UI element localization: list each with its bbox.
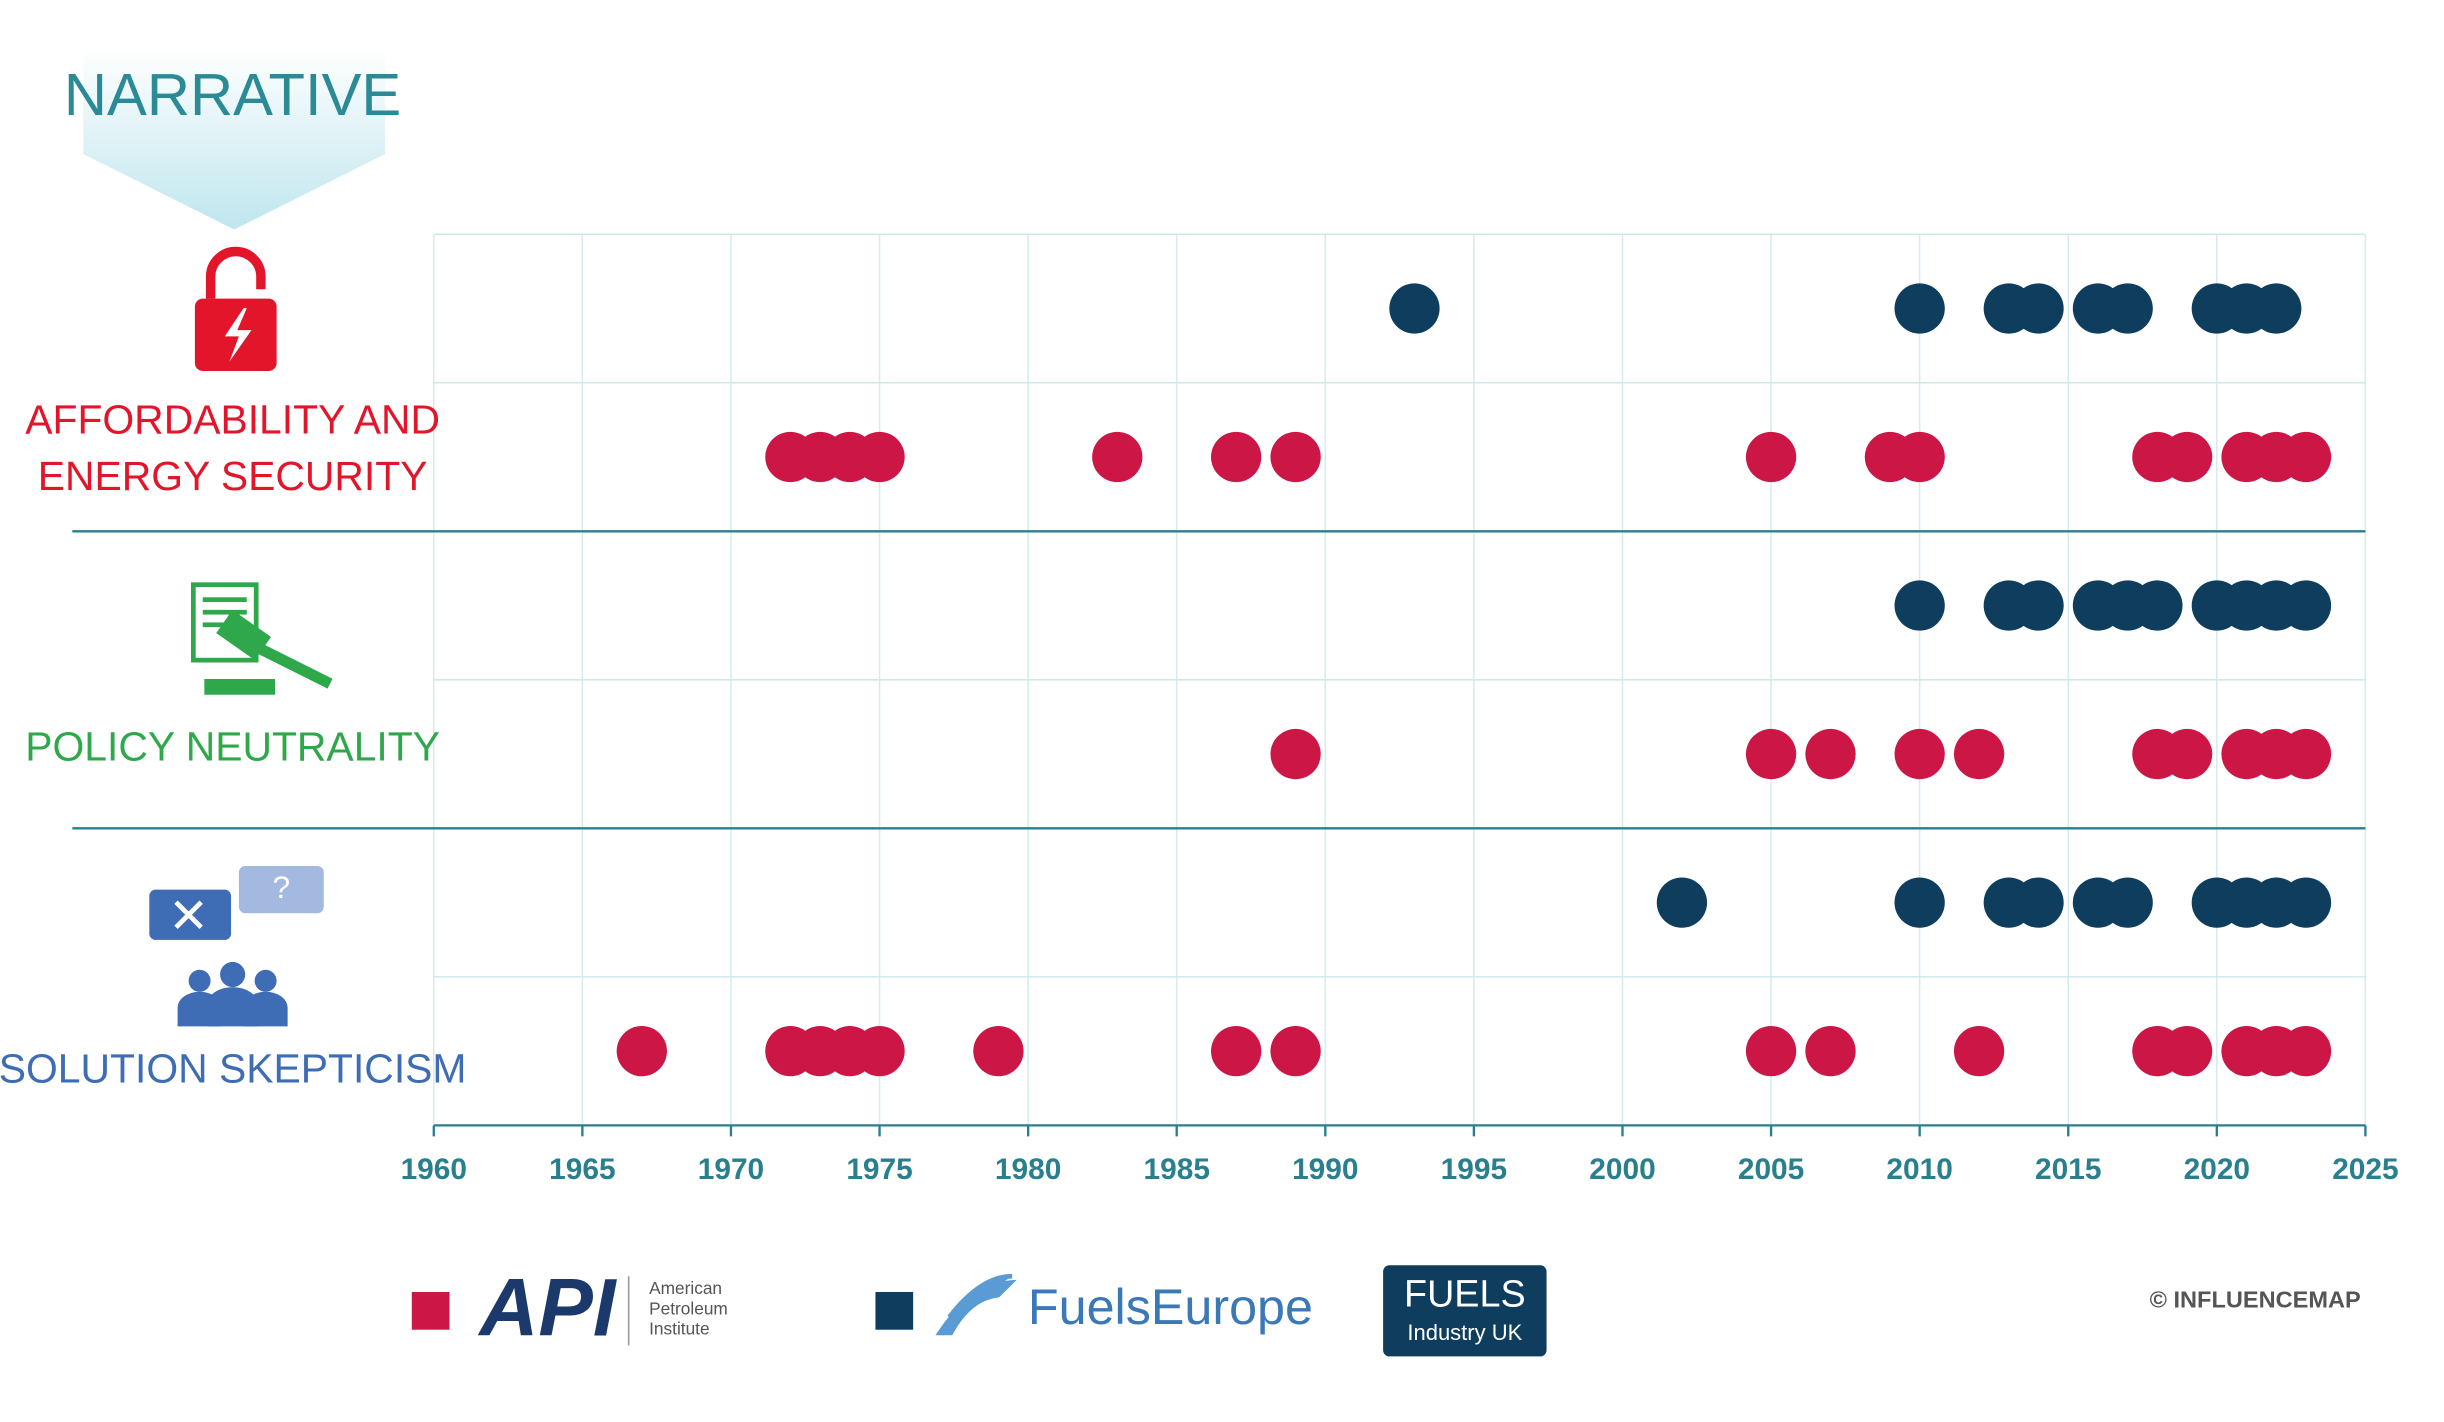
lock-icon [194, 246, 277, 371]
x-tick-label: 1985 [1144, 1153, 1210, 1186]
legend-logo: FUELS [1404, 1273, 1526, 1315]
dot [1894, 431, 1945, 483]
legend-name: FuelsEurope [1028, 1278, 1313, 1335]
dot [1745, 728, 1797, 780]
dot [1894, 283, 1945, 334]
dot [1270, 431, 1321, 483]
dot [2102, 283, 2153, 334]
dot [2161, 431, 2213, 483]
copyright: © INFLUENCEMAP [2150, 1287, 2361, 1313]
dot [973, 1025, 1024, 1077]
dot [1953, 728, 2005, 780]
x-tick-label: 2010 [1886, 1153, 1952, 1186]
dot [2013, 283, 2064, 334]
legend-swatch [875, 1291, 914, 1330]
x-tick-label: 2020 [2184, 1153, 2250, 1186]
dot [2280, 728, 2332, 780]
legend-name: American Petroleum Institute [649, 1277, 728, 1338]
dot [1953, 1025, 2005, 1077]
dot [2280, 1025, 2332, 1077]
category-label: ENERGY SECURITY [38, 453, 428, 499]
dot [1656, 877, 1708, 928]
x-tick-label: 1965 [549, 1153, 615, 1186]
dot [1389, 283, 1440, 334]
x-tick-label: 1995 [1441, 1153, 1507, 1186]
legend-logo: Industry UK [1407, 1320, 1522, 1345]
x-tick-label: 2015 [2035, 1153, 2101, 1186]
dot [1894, 877, 1945, 928]
category-label: POLICY NEUTRALITY [25, 724, 440, 770]
dot [1745, 1025, 1797, 1077]
x-tick-label: 1990 [1292, 1153, 1358, 1186]
dot [2102, 877, 2153, 928]
header: NARRATIVE [64, 61, 401, 128]
dot [2251, 283, 2302, 334]
category-label: AFFORDABILITY AND [25, 397, 440, 443]
dot [1092, 431, 1143, 483]
dot [1745, 431, 1797, 483]
dot [1270, 728, 1321, 780]
category-label: SOLUTION SKEPTICISM [0, 1046, 466, 1092]
dot [2161, 1025, 2213, 1077]
svg-text:?: ? [273, 870, 290, 905]
header-arrow [83, 47, 386, 230]
dot [2161, 728, 2213, 780]
dot [2132, 580, 2183, 631]
dot [1805, 1025, 1856, 1077]
fe-logo-mark [935, 1273, 1017, 1336]
x-tick-label: 1980 [995, 1153, 1061, 1186]
dot [1894, 580, 1945, 631]
dot [2013, 877, 2064, 928]
legend-swatch [411, 1291, 450, 1330]
dot [1805, 728, 1856, 780]
x-tick-label: 1970 [698, 1153, 764, 1186]
dot [854, 431, 905, 483]
dot [2013, 580, 2064, 631]
dot [1211, 431, 1262, 483]
gavel-icon [190, 582, 333, 695]
people-icon: ? [149, 866, 324, 1027]
dot [854, 1025, 905, 1077]
dot [2280, 877, 2332, 928]
dot [1894, 728, 1945, 780]
dot [2280, 580, 2332, 631]
dot [1211, 1025, 1262, 1077]
x-tick-label: 1975 [846, 1153, 912, 1186]
x-tick-label: 1960 [401, 1153, 467, 1186]
logo-box [1383, 1265, 1547, 1357]
dot [616, 1025, 667, 1077]
x-tick-label: 2025 [2332, 1153, 2398, 1186]
x-tick-label: 2005 [1738, 1153, 1804, 1186]
x-tick-label: 2000 [1589, 1153, 1655, 1186]
legend-logo: API [477, 1263, 618, 1354]
dot [1270, 1025, 1321, 1077]
dot [2280, 431, 2332, 483]
